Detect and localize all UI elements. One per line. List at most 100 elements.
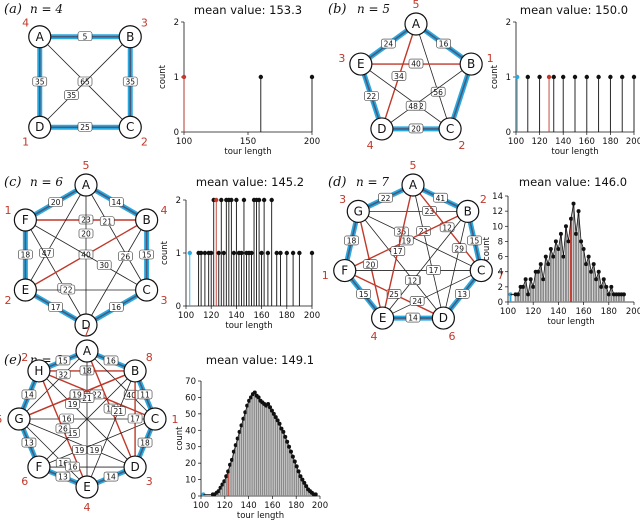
weight-box [455, 289, 470, 299]
visit-order: 5 [83, 159, 90, 172]
y-tick-label: 8 [498, 237, 503, 247]
weight-label: 18 [347, 237, 357, 246]
edge-GE [18, 418, 88, 488]
bar [534, 271, 537, 302]
bar [217, 491, 220, 496]
x-tick-label: 180 [602, 137, 618, 147]
node-label: D [35, 120, 44, 134]
stem-marker [249, 250, 254, 256]
bar [244, 412, 246, 496]
y-tick-label: 30 [185, 443, 196, 453]
stem-marker [596, 74, 601, 80]
weight-label: 29 [454, 244, 464, 253]
weight-label: 36 [397, 228, 407, 237]
visit-order: 5 [413, 0, 420, 11]
weight-box [96, 260, 112, 270]
visit-order: 7 [497, 269, 504, 282]
weight-box [55, 471, 71, 482]
stem-marker [631, 74, 637, 80]
weight-box [55, 369, 71, 380]
weight-box [405, 275, 420, 286]
stem-marker [551, 74, 556, 80]
node-label: A [409, 178, 418, 192]
x-tick-label: 120 [203, 311, 219, 321]
weight-label: 24 [412, 297, 422, 306]
graph-c: 202347211434204030261815221716A5B4C3D6E2… [5, 159, 168, 352]
node-label: E [379, 311, 387, 325]
visit-order: 6 [21, 475, 28, 488]
bar [276, 420, 279, 496]
weight-box [408, 58, 424, 69]
stem-marker [214, 197, 219, 203]
bar [271, 410, 273, 496]
bar [524, 279, 527, 302]
bar [597, 271, 600, 302]
node-label: F [341, 264, 348, 278]
bar [305, 486, 307, 496]
node-G [7, 407, 31, 431]
weight-box [103, 355, 119, 366]
stem-marker [297, 250, 302, 256]
bar [259, 400, 262, 496]
bar [517, 294, 520, 302]
x-axis-label: tour length [237, 511, 284, 521]
stem-marker [572, 74, 578, 80]
bar [231, 459, 233, 496]
weight-box [64, 90, 79, 100]
x-tick-label: 100 [500, 307, 516, 317]
bar [303, 482, 306, 496]
x-tick-label: 180 [601, 307, 617, 317]
edge-AD [412, 184, 444, 319]
node-label: C [477, 264, 485, 278]
weight-label: 21 [113, 407, 123, 416]
weight-box [48, 302, 63, 312]
visit-order: 6 [449, 330, 456, 343]
weight-box [344, 235, 359, 246]
weight-label: 15 [470, 237, 480, 246]
weight-box [381, 38, 396, 49]
y-tick-label: 1 [506, 73, 511, 83]
x-tick-label: 120 [531, 137, 547, 147]
node-E [349, 52, 373, 76]
weight-label: 20 [81, 230, 91, 239]
weight-box [378, 192, 393, 203]
weight-box [137, 437, 153, 448]
weight-label: 35 [67, 91, 77, 100]
node-C [143, 407, 167, 431]
weight-label: 25 [80, 123, 90, 132]
edge-BD [85, 219, 147, 326]
edge-AC [415, 23, 451, 130]
bar [552, 256, 555, 302]
bar [290, 451, 292, 496]
x-tick-label: 160 [575, 307, 591, 317]
weight-box [405, 312, 421, 323]
weight-label: 14 [24, 391, 34, 400]
stem-marker [219, 197, 224, 203]
node-A [75, 339, 99, 363]
visit-order: 3 [141, 17, 148, 30]
bar [299, 476, 302, 496]
node-B [123, 359, 147, 383]
y-tick-label: 2 [176, 196, 181, 206]
weight-box [118, 251, 133, 262]
bar [547, 264, 550, 302]
y-tick-label: 6 [498, 253, 503, 263]
weight-label: 30 [99, 261, 109, 270]
node-label: E [22, 283, 30, 297]
x-tick-label: 100 [508, 137, 524, 147]
x-tick-label: 100 [178, 311, 194, 321]
stem-marker [620, 74, 625, 80]
bar [577, 211, 580, 302]
weight-box [103, 471, 119, 482]
weight-label: 22 [63, 286, 73, 295]
bar [307, 489, 309, 496]
weight-box [55, 355, 71, 366]
bar [263, 404, 266, 496]
node-A [404, 12, 428, 36]
bar [527, 294, 530, 302]
panel-e: (e)n = 815184016223219171521191421191116… [0, 325, 328, 521]
bar [567, 241, 570, 302]
weight-label: 16 [58, 459, 68, 468]
weight-label: 16 [68, 463, 78, 472]
visit-order: 4 [370, 330, 377, 343]
